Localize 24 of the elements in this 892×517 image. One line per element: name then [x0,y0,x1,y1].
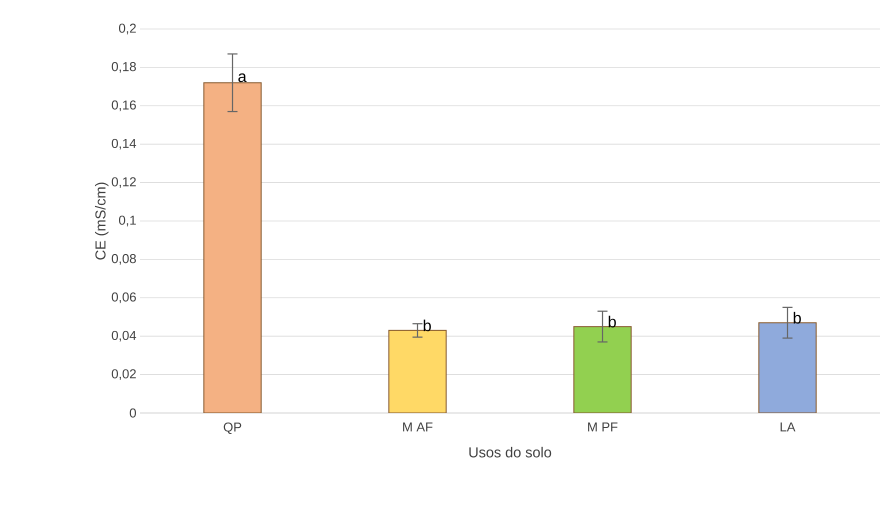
x-tick-label: M PF [588,422,618,432]
y-tick-label: 0,06 [112,292,136,304]
annotation: b [794,312,801,324]
y-tick-label: 0,2 [118,24,136,34]
y-tick-label: 0,16 [112,100,136,112]
x-tick-label: QP [224,422,242,434]
y-tick-label: 0,1 [118,216,136,226]
y-tick-label: 0,02 [112,369,136,380]
x-tick-label: M AF [403,422,432,432]
y-tick-label: 0,12 [112,177,136,188]
y-tick-label: 0,04 [112,330,136,342]
y-tick-label: 0 [130,408,136,418]
bar [573,326,632,413]
x-tick-label: LA [780,422,796,432]
y-tick-label: 0,08 [112,254,136,265]
bar [203,82,262,413]
bar [758,322,817,413]
y-tick-label: 0,14 [112,138,136,150]
x-axis-title: Usos do solo [469,446,552,458]
annotation: b [608,316,616,328]
y-tick-label: 0,18 [112,62,136,73]
y-axis-title: CE (mS/cm) [94,182,108,260]
annotation: b [424,320,431,332]
annotation: a [238,73,247,82]
